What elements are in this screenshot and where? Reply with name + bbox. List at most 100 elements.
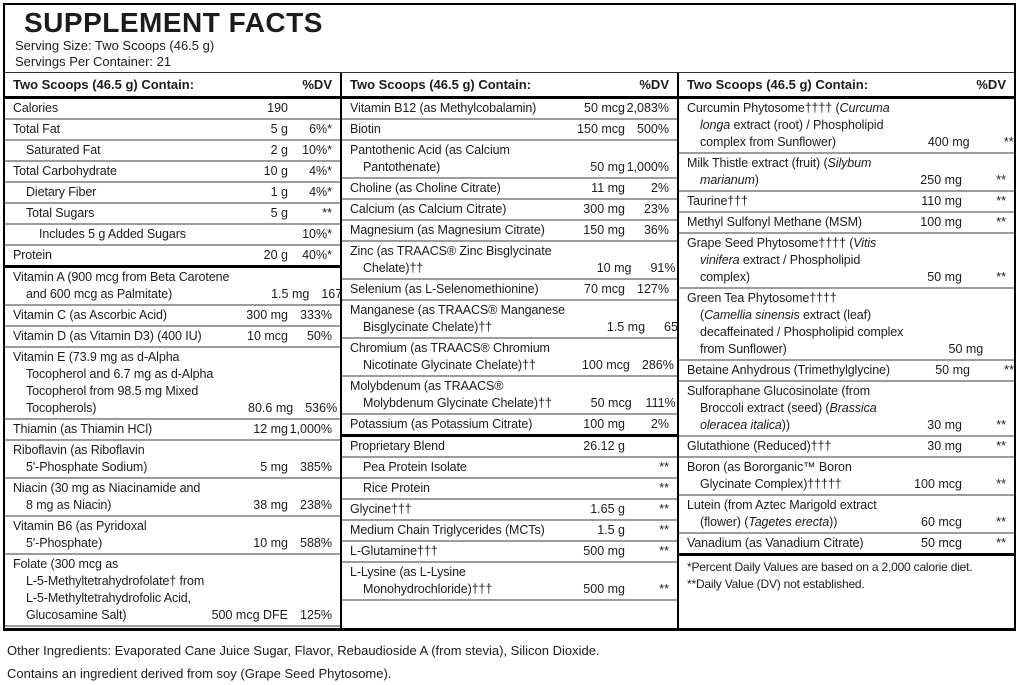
nutrient-name-text: extract (root) / Phospholipid <box>730 118 884 132</box>
nutrient-amount: 100 mg <box>920 215 962 229</box>
nutrient-row: Potassium (as Potassium Citrate) 100 mg 2% <box>342 413 677 434</box>
nutrient-amount: 100 mcg <box>581 358 630 372</box>
nutrient-amount: 500 mcg DFE <box>211 608 288 622</box>
nutrient-name: Vitamin E (73.9 mg as d-Alpha Tocopherol … <box>13 349 213 417</box>
nutrient-row: Choline (as Choline Citrate) 11 mg 2% <box>342 177 677 198</box>
nutrient-name-line: Grape Seed Phytosome†††† (Vitis <box>687 235 882 252</box>
nutrient-name-line: Vitamin B12 (as Methylcobalamin) <box>350 101 537 115</box>
nutrient-row: Milk Thistle extract (fruit) (Silybum mar… <box>679 152 1014 190</box>
nutrient-dv: ** <box>996 418 1006 432</box>
nutrient-name: Vitamin B6 (as Pyridoxal 5'-Phosphate) <box>13 518 208 552</box>
nutrient-name-line: Vitamin B6 (as Pyridoxal <box>13 519 147 533</box>
nutrient-dv: 2,083% <box>626 101 669 115</box>
nutrient-row: Methyl Sulfonyl Methane (MSM) 100 mg ** <box>679 211 1014 232</box>
nutrient-name-text: )) <box>781 418 790 432</box>
nutrient-dv: ** <box>659 582 669 596</box>
nutrient-dv: 91% <box>650 261 676 275</box>
nutrient-row: Saturated Fat 2 g 10%* <box>5 139 340 160</box>
nutrient-name-line: and 600 mcg as Palmitate) <box>26 287 173 301</box>
nutrient-name: Boron (as Bororganic™ Boron Glycinate Com… <box>687 459 882 493</box>
botanical-name: oleracea italica <box>700 418 782 432</box>
nutrient-name-text: Milk Thistle extract (fruit) ( <box>687 156 828 170</box>
panel-header: SUPPLEMENT FACTS Serving Size: Two Scoop… <box>5 5 1014 70</box>
nutrient-name-line: L-Glutamine††† <box>350 544 438 558</box>
nutrient-name: Total Carbohydrate <box>13 163 208 180</box>
nutrient-name-line: Green Tea Phytosome†††† <box>687 291 837 305</box>
nutrient-dv: 23% <box>643 202 669 216</box>
nutrient-row: Calcium (as Calcium Citrate) 300 mg 23% <box>342 198 677 219</box>
nutrient-name-line: Curcumin Phytosome†††† (Curcuma <box>687 100 890 117</box>
botanical-name: Camellia sinensis <box>704 308 800 322</box>
nutrient-amount: 100 mcg <box>914 477 962 491</box>
nutrient-name-line: Glycinate Complex)††††† <box>700 477 842 491</box>
nutrient-amount: 2 g <box>270 143 288 157</box>
column-header-row: Two Scoops (46.5 g) Contain: %DV <box>5 73 340 99</box>
nutrient-name-text: extract / Phospholipid <box>739 253 861 267</box>
nutrient-name-line: Nicotinate Glycinate Chelate)†† <box>363 358 536 372</box>
nutrient-name: Zinc (as TRAACS® Zinc Bisglycinate Chelat… <box>350 243 552 277</box>
nutrient-row: Thiamin (as Thiamin HCl) 12 mg 1,000% <box>5 418 340 439</box>
nutrient-row: Boron (as Bororganic™ Boron Glycinate Com… <box>679 456 1014 494</box>
facts-column-3: Two Scoops (46.5 g) Contain: %DV Curcumin … <box>677 73 1014 628</box>
nutrient-name-line: Biotin <box>350 122 381 136</box>
nutrient-dv: ** <box>659 460 669 474</box>
nutrient-name: Sulforaphane Glucosinolate (from Broccoli… <box>687 383 882 434</box>
nutrient-dv: ** <box>659 481 669 495</box>
nutrient-row: Vitamin B6 (as Pyridoxal 5'-Phosphate) 10 … <box>5 515 340 553</box>
nutrient-dv: 10%* <box>302 227 332 241</box>
nutrient-amount: 190 <box>267 101 288 115</box>
nutrient-dv: 2% <box>650 181 669 195</box>
nutrient-amount: 1.5 mg <box>606 320 646 334</box>
nutrient-amount: 1.5 g <box>597 523 625 537</box>
botanical-name: longa <box>700 118 731 132</box>
nutrient-amount: 26.12 g <box>583 439 625 453</box>
nutrient-name-line: Pantothenate) <box>363 160 441 174</box>
footnote: **Daily Value (DV) not established. <box>687 577 865 591</box>
nutrient-amount: 250 mg <box>920 173 962 187</box>
nutrient-name-line: 5'-Phosphate Sodium) <box>26 460 148 474</box>
nutrient-dv: ** <box>659 544 669 558</box>
nutrient-amount: 38 mg <box>253 498 288 512</box>
nutrient-row: Selenium (as L-Selenomethionine) 70 mcg 12… <box>342 278 677 299</box>
nutrient-name: Calcium (as Calcium Citrate) <box>350 201 545 218</box>
nutrient-name-line: Molybdenum (as TRAACS® <box>350 379 504 393</box>
nutrient-name-line: complex) <box>700 269 882 286</box>
nutrient-name: Vitamin B12 (as Methylcobalamin) <box>350 100 545 117</box>
nutrient-name-line: Total Carbohydrate <box>13 164 117 178</box>
nutrient-name-line: Manganese (as TRAACS® Manganese <box>350 303 566 317</box>
nutrient-name: Vitamin A (900 mcg from Beta Carotene and… <box>13 269 229 303</box>
nutrient-name-text: ( <box>700 308 705 322</box>
allergen-statement: Contains an ingredient derived from soy … <box>7 666 392 681</box>
nutrient-name-line: vinifera extract / Phospholipid <box>700 252 882 269</box>
nutrient-name: Pantothenic Acid (as Calcium Pantothenate… <box>350 142 545 176</box>
nutrient-name-line: Broccoli extract (seed) (Brassica <box>700 400 882 417</box>
nutrient-name-line: L-Lysine (as L-Lysine <box>350 565 466 579</box>
nutrient-row: Glutathione (Reduced)††† 30 mg ** <box>679 435 1014 456</box>
nutrient-dv: 588% <box>300 536 332 550</box>
nutrient-name-line: Pantothenic Acid (as Calcium <box>350 143 510 157</box>
nutrient-name-line: Vitamin A (900 mcg from Beta Carotene <box>13 270 230 284</box>
bottom-notes: Other Ingredients: Evaporated Cane Juice… <box>7 639 600 685</box>
nutrient-amount: 10 mcg <box>247 329 288 343</box>
nutrient-name-line: longa extract (root) / Phospholipid <box>700 117 890 134</box>
nutrient-name-text: Grape Seed Phytosome†††† ( <box>687 236 854 250</box>
nutrient-amount: 10 mg <box>253 536 288 550</box>
nutrient-name: L-Lysine (as L-Lysine Monohydrochloride)†… <box>350 564 545 598</box>
column-header-label: Two Scoops (46.5 g) Contain: <box>687 77 869 92</box>
nutrient-dv: ** <box>1004 363 1014 377</box>
nutrient-name: Chromium (as TRAACS® Chromium Nicotinate … <box>350 340 550 374</box>
nutrient-name-text: ) <box>754 173 759 187</box>
nutrient-amount: 1.65 g <box>590 502 625 516</box>
facts-column-1: Two Scoops (46.5 g) Contain: %DV Calories 1… <box>5 73 340 628</box>
nutrient-name-text: (flower) ( <box>700 515 749 529</box>
nutrient-row: Chromium (as TRAACS® Chromium Nicotinate … <box>342 337 677 375</box>
nutrient-dv: 1,000% <box>626 160 669 174</box>
nutrient-amount: 70 mcg <box>584 282 625 296</box>
nutrient-name: Taurine††† <box>687 193 882 210</box>
nutrient-amount: 5 g <box>270 122 288 136</box>
column-header-dv: %DV <box>639 77 669 92</box>
nutrient-dv: ** <box>659 523 669 537</box>
nutrient-amount: 1.5 mg <box>271 287 310 301</box>
nutrient-amount: 60 mcg <box>921 515 962 529</box>
nutrient-row: Protein 20 g 40%* <box>5 244 340 265</box>
